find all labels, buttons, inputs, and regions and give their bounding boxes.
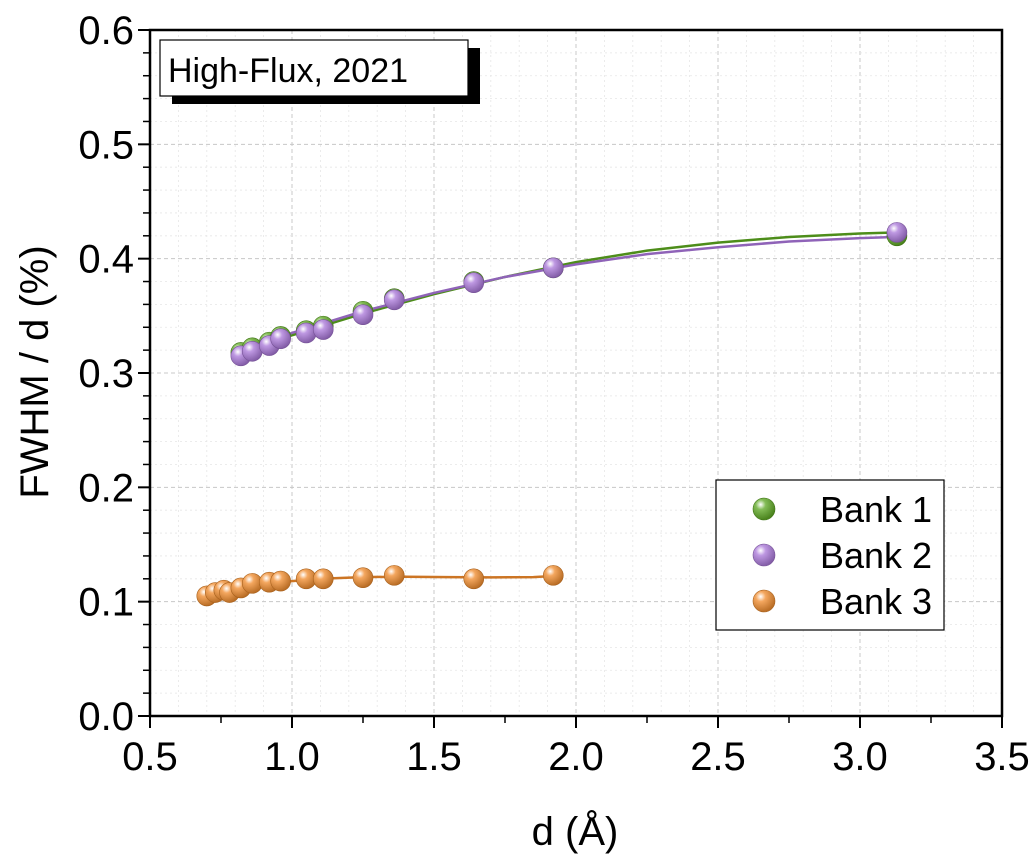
x-tick-label: 3.5 <box>974 735 1030 779</box>
data-point <box>352 304 374 325</box>
legend-label: Bank 1 <box>820 489 932 530</box>
data-point <box>463 272 485 293</box>
y-tick-label: 0.0 <box>78 695 134 739</box>
legend-label: Bank 3 <box>820 581 932 622</box>
data-points <box>196 222 908 607</box>
y-tick-label: 0.6 <box>78 9 134 53</box>
fit-line-bank-2 <box>240 235 897 354</box>
x-tick-label: 0.5 <box>122 735 178 779</box>
fit-line-bank-1 <box>240 231 897 358</box>
data-point <box>312 568 334 590</box>
annotation: High-Flux, 2021 <box>159 39 480 104</box>
x-tick-label: 2.0 <box>548 735 604 779</box>
x-tick-label: 1.5 <box>406 735 462 779</box>
data-point <box>463 568 485 590</box>
annotation-text: High-Flux, 2021 <box>168 52 408 90</box>
data-point <box>312 319 334 340</box>
y-tick-label: 0.2 <box>78 466 134 510</box>
legend-label: Bank 2 <box>820 535 932 576</box>
y-tick-label: 0.1 <box>78 581 134 625</box>
axis-ticks: 0.5 1.0 1.5 2.0 2.5 3.0 3.5 0.0 0.1 0.2 0.3 0.4 0.5 0… <box>78 9 1029 779</box>
data-point <box>886 222 908 243</box>
legend: Bank 1 Bank 2 Bank 3 <box>715 479 945 631</box>
legend-marker <box>752 497 776 521</box>
x-tick-label: 2.5 <box>690 735 746 779</box>
x-tick-label: 1.0 <box>264 735 320 779</box>
legend-marker <box>752 543 776 567</box>
data-point <box>542 257 564 279</box>
y-tick-label: 0.3 <box>78 352 134 396</box>
y-tick-label: 0.5 <box>78 123 134 167</box>
data-point <box>270 328 291 350</box>
y-tick-label: 0.4 <box>78 238 134 282</box>
data-point <box>295 322 317 344</box>
data-point <box>383 565 405 586</box>
x-tick-label: 3.0 <box>832 735 888 779</box>
legend-marker <box>752 589 776 613</box>
x-axis-label: d (Å) <box>532 809 619 854</box>
annotation-box <box>159 39 469 97</box>
data-point <box>542 565 564 586</box>
y-axis-label: FWHM / d (%) <box>13 245 57 498</box>
data-point <box>352 567 374 588</box>
data-point <box>383 289 405 311</box>
data-point <box>270 570 291 592</box>
